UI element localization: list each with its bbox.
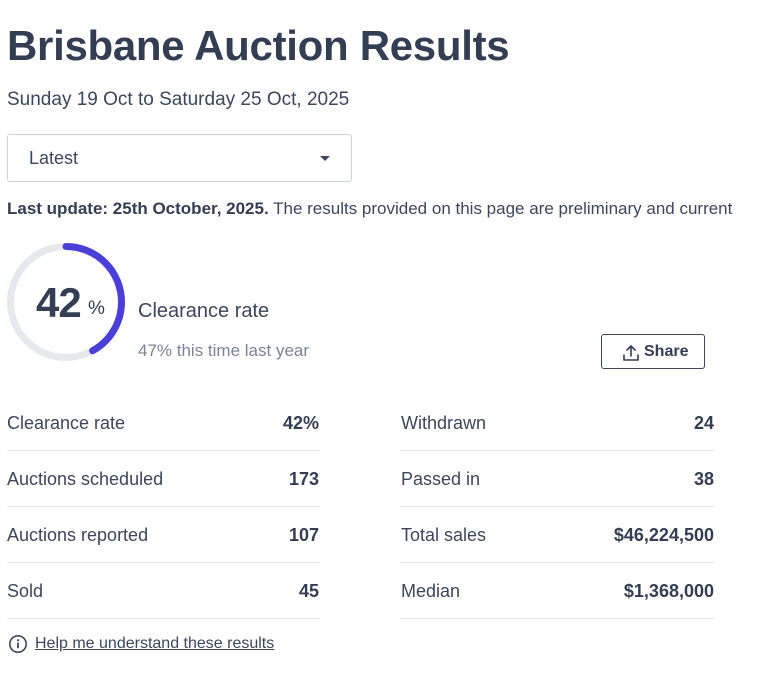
stat-value: 45: [298, 581, 319, 601]
chevron-down-icon: [320, 156, 330, 161]
stat-value: 42%: [282, 413, 319, 433]
stat-value: $1,368,000: [623, 581, 714, 601]
stat-value: 107: [288, 525, 319, 545]
stats-table-left: Clearance rate 42% Auctions scheduled 17…: [7, 395, 319, 619]
page-title: Brisbane Auction Results: [7, 22, 510, 69]
share-button-label: Share: [644, 343, 689, 360]
stat-label: Auctions reported: [7, 525, 149, 545]
stats-table-right: Withdrawn 24 Passed in 38 Total sales $4…: [401, 395, 714, 619]
stat-row-withdrawn: Withdrawn 24: [401, 395, 714, 451]
stat-row-passed-in: Passed in 38: [401, 451, 714, 507]
stat-row-auctions-reported: Auctions reported 107: [7, 507, 319, 563]
stat-row-auctions-scheduled: Auctions scheduled 173: [7, 451, 319, 507]
stat-row-clearance-rate: Clearance rate 42%: [7, 395, 319, 451]
stat-row-sold: Sold 45: [7, 563, 319, 619]
share-upload-icon: [623, 345, 639, 361]
stat-label: Passed in: [401, 469, 481, 489]
stat-value: 24: [693, 413, 714, 433]
last-update-date: Last update: 25th October, 2025.: [7, 199, 269, 218]
period-select-value: Latest: [29, 148, 79, 168]
stat-label: Median: [401, 581, 461, 601]
stat-label: Withdrawn: [401, 413, 487, 433]
clearance-rate-unit: %: [88, 298, 105, 319]
stat-label: Sold: [7, 581, 44, 601]
clearance-rate-gauge: 42 %: [7, 243, 125, 361]
stat-label: Total sales: [401, 525, 487, 545]
stat-label: Auctions scheduled: [7, 469, 164, 489]
gauge-fill: [7, 243, 125, 361]
clearance-rate-label: Clearance rate: [138, 300, 270, 322]
help-link-label: Help me understand these results: [35, 635, 275, 652]
clearance-last-year: 47% this time last year: [138, 341, 310, 360]
last-update-note: Last update: 25th October, 2025. The res…: [7, 199, 784, 219]
stat-value: 38: [693, 469, 714, 489]
stat-row-total-sales: Total sales $46,224,500: [401, 507, 714, 563]
share-button[interactable]: Share: [601, 334, 705, 369]
clearance-rate-value: 42: [36, 279, 82, 326]
stat-row-median: Median $1,368,000: [401, 563, 714, 619]
info-icon: [9, 635, 27, 653]
stat-value: 173: [288, 469, 319, 489]
stat-label: Clearance rate: [7, 413, 126, 433]
stat-value: $46,224,500: [613, 525, 714, 545]
date-range: Sunday 19 Oct to Saturday 25 Oct, 2025: [7, 89, 350, 110]
last-update-text: The results provided on this page are pr…: [268, 199, 733, 218]
period-select[interactable]: Latest: [7, 134, 352, 182]
